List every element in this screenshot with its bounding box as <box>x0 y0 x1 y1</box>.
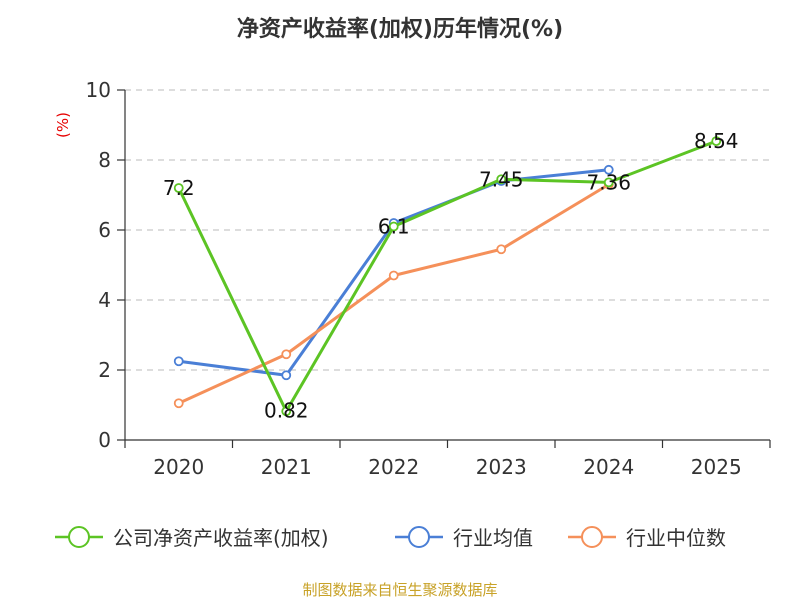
y-tick-label: 6 <box>98 218 111 242</box>
series-1-point <box>603 164 614 175</box>
series-0-point <box>388 221 399 232</box>
y-axis-unit-label: (%) <box>54 112 72 138</box>
series-1-point <box>173 356 184 367</box>
chart-title: 净资产收益率(加权)历年情况(%) <box>237 16 563 42</box>
data-labels: 7.2 0.82 6.1 7.45 7.36 8.54 <box>163 129 739 422</box>
x-tick-label: 2023 <box>476 455 527 479</box>
series-1-point <box>281 370 292 381</box>
series-0-point <box>603 177 614 188</box>
legend-marker <box>408 526 430 548</box>
x-tick-label: 2024 <box>583 455 634 479</box>
series-0-point <box>173 183 184 193</box>
legend: 公司净资产收益率(加权) 行业均值 行业中位数 <box>55 526 726 550</box>
x-tick-label: 2022 <box>368 455 419 479</box>
source-note: 制图数据来自恒生聚源数据库 <box>302 581 497 599</box>
x-tick-label: 2021 <box>261 455 312 479</box>
data-label: 0.82 <box>264 398 309 422</box>
series-0-point <box>711 136 722 147</box>
legend-marker <box>581 526 603 548</box>
legend-label: 行业中位数 <box>626 526 726 550</box>
y-tick-label: 4 <box>98 288 111 312</box>
y-tick-label: 10 <box>86 78 111 102</box>
series-0-point <box>281 406 292 417</box>
series-2-point <box>281 349 292 360</box>
x-tick-label: 2025 <box>691 455 742 479</box>
legend-marker <box>68 526 90 548</box>
legend-label: 公司净资产收益率(加权) <box>113 526 329 550</box>
y-tick-label: 0 <box>98 428 111 452</box>
y-tick-label: 2 <box>98 358 111 382</box>
series-2-point <box>388 270 399 281</box>
data-label: 7.45 <box>479 167 524 191</box>
x-tick-label: 2020 <box>153 455 204 479</box>
y-tick-label: 8 <box>98 148 111 172</box>
gridlines <box>125 89 770 371</box>
data-label: 7.36 <box>586 170 631 194</box>
data-label: 8.54 <box>694 129 739 153</box>
legend-label: 行业均值 <box>453 526 533 550</box>
series-0-point <box>496 174 507 185</box>
series-line-0 <box>177 139 717 413</box>
series-2-point <box>496 244 507 255</box>
axes: 0 2 4 6 8 10 2020 2021 2022 2023 2024 2025 <box>86 78 771 479</box>
series-2-point <box>173 398 184 409</box>
series-layer <box>173 136 722 417</box>
data-label: 7.2 <box>163 176 195 200</box>
data-label: 6.1 <box>378 215 410 239</box>
